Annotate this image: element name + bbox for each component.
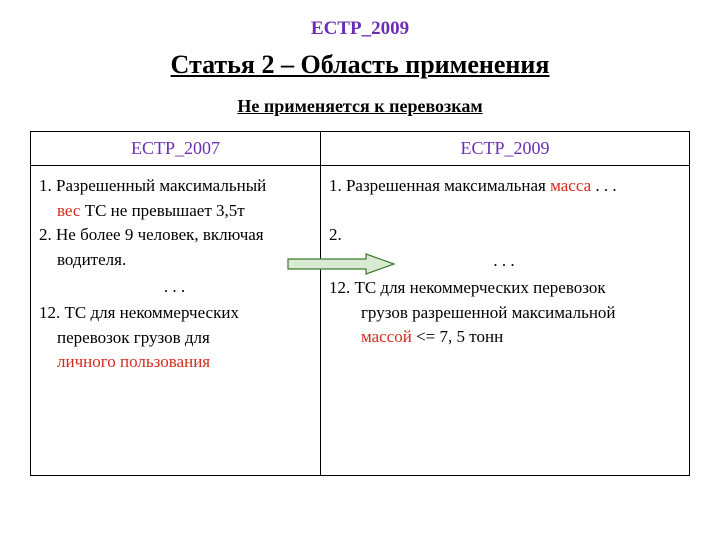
column-header-2007: ЕСТР_2007 [31, 132, 321, 166]
arrow-icon [286, 252, 396, 276]
left-line-1b: вес ТС не превышает 3,5т [39, 199, 310, 224]
left-line-1a: 1. Разрешенный максимальный [39, 174, 310, 199]
left-line-12c: личного пользования [39, 350, 310, 375]
comparison-table: ЕСТР_2007 ЕСТР_2009 1. Разрешенный макси… [30, 131, 690, 476]
left-dots: . . . [39, 275, 310, 300]
arrow-shape [288, 254, 394, 274]
left-line-12b: перевозок грузов для [39, 326, 310, 351]
right-line-1: 1. Разрешенная максимальная масса . . . [329, 174, 679, 199]
right-r12c-red: массой [361, 327, 412, 346]
top-label: ЕСТР_2009 [30, 18, 690, 40]
right-line-12c: массой <= 7, 5 тонн [329, 325, 679, 350]
left-line-12a: 12. ТС для некоммерческих [39, 301, 310, 326]
right-r1a: 1. Разрешенная максимальная [329, 176, 550, 195]
left-line-2a: 2. Не более 9 человек, включая [39, 223, 310, 248]
left-l1b-tail: ТС не превышает 3,5т [80, 201, 244, 220]
page-title: Статья 2 – Область применения [30, 50, 690, 80]
spacer [329, 199, 679, 223]
cell-2007: 1. Разрешенный максимальный вес ТС не пр… [31, 166, 321, 476]
right-line-12b: грузов разрешенной максимальной [329, 301, 679, 326]
left-line-2b: водителя. [39, 248, 310, 273]
left-l12c-red: личного пользования [57, 352, 210, 371]
right-line-2: 2. [329, 223, 679, 248]
left-l1b-red: вес [57, 201, 80, 220]
column-header-2007-text: ЕСТР_2007 [131, 138, 220, 158]
column-header-2009-text: ЕСТР_2009 [460, 138, 549, 158]
subtitle: Не применяется к перевозкам [30, 96, 690, 117]
right-r12c-tail: <= 7, 5 тонн [412, 327, 503, 346]
cell-2009: 1. Разрешенная максимальная масса . . . … [320, 166, 689, 476]
right-r1a-red: масса [550, 176, 591, 195]
column-header-2009: ЕСТР_2009 [320, 132, 689, 166]
right-line-12a: 12. ТС для некоммерческих перевозок [329, 276, 679, 301]
right-r1a-tail: . . . [591, 176, 617, 195]
